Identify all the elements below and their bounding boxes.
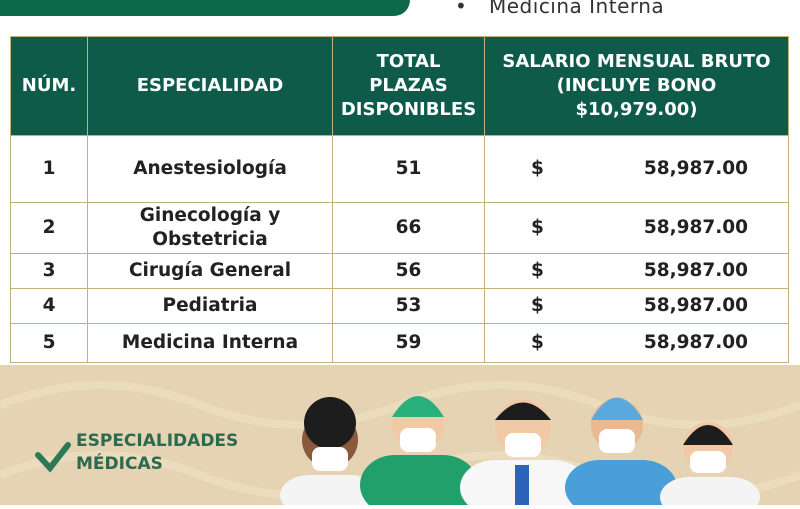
salary: $58,987.00: [485, 157, 788, 181]
cell: 59: [332, 323, 485, 363]
currency: $: [531, 260, 544, 281]
cell: 2: [10, 202, 88, 254]
header-text: PLAZAS: [369, 75, 448, 96]
amount: 58,987.00: [643, 260, 748, 281]
cell-text: 2: [42, 217, 56, 238]
amount: 58,987.00: [643, 332, 748, 353]
cell: 53: [332, 288, 485, 324]
salary: $58,987.00: [485, 216, 788, 240]
cell: 1: [10, 135, 88, 203]
label-line: ESPECIALIDADES: [76, 431, 239, 451]
header-text: $10,979.00): [575, 99, 698, 120]
doctors: [280, 396, 760, 509]
header-cell: TOTAL PLAZAS DISPONIBLES: [332, 36, 485, 136]
amount: 58,987.00: [643, 158, 748, 179]
cell-text: 51: [395, 158, 422, 179]
cell-text: Pediatria: [162, 295, 258, 316]
salary: $58,987.00: [485, 259, 788, 283]
cell-text: 5: [42, 332, 56, 353]
cell: Medicina Interna: [87, 323, 333, 363]
table-row: 2 Ginecología y Obstetricia 66 $58,987.00: [10, 202, 789, 254]
top-bar: [0, 0, 410, 16]
banner-label: ESPECIALIDADES MÉDICAS: [76, 430, 238, 476]
header-text: (INCLUYE BONO: [556, 75, 717, 96]
illustration: [0, 381, 800, 509]
check-icon: [35, 442, 71, 473]
header-text: ESPECIALIDAD: [136, 75, 284, 96]
currency: $: [531, 295, 544, 316]
table-row: 4 Pediatria 53 $58,987.00: [10, 288, 789, 324]
currency: $: [531, 217, 544, 238]
banner: [0, 365, 800, 509]
cell: Anestesiología: [87, 135, 333, 203]
amount: 58,987.00: [643, 217, 748, 238]
cell: 56: [332, 253, 485, 289]
label-line: MÉDICAS: [76, 454, 163, 474]
cell-text: Ginecología y Obstetricia: [139, 205, 281, 250]
cell-text: 66: [395, 217, 422, 238]
cell-text: Cirugía General: [128, 260, 292, 281]
salary-cell: $58,987.00: [484, 288, 789, 324]
cell-text: Anestesiología: [133, 158, 287, 179]
table-row: 3 Cirugía General 56 $58,987.00: [10, 253, 789, 289]
cell: 66: [332, 202, 485, 254]
header-row: NÚM. ESPECIALIDAD TOTAL PLAZAS DISPONIBLES SA…: [10, 36, 789, 136]
bullet-item: • Medicina Interna: [455, 0, 664, 18]
header-cell: NÚM.: [10, 36, 88, 136]
amount: 58,987.00: [643, 295, 748, 316]
header-text: NÚM.: [21, 75, 77, 96]
salary-cell: $58,987.00: [484, 135, 789, 203]
cell-text: 56: [395, 260, 422, 281]
header-text: SALARIO MENSUAL BRUTO: [502, 51, 771, 72]
table: NÚM. ESPECIALIDAD TOTAL PLAZAS DISPONIBLES SA…: [10, 36, 789, 363]
cell: Pediatria: [87, 288, 333, 324]
table-row: 1 Anestesiología 51 $58,987.00: [10, 135, 789, 203]
header-text: DISPONIBLES: [340, 99, 477, 120]
header-cell: SALARIO MENSUAL BRUTO (INCLUYE BONO $10,97…: [484, 36, 789, 136]
cell-text: 4: [42, 295, 56, 316]
cell: 51: [332, 135, 485, 203]
cell-text: 3: [42, 260, 56, 281]
salary: $58,987.00: [485, 331, 788, 355]
cell: 4: [10, 288, 88, 324]
salary-cell: $58,987.00: [484, 202, 789, 254]
cell: Ginecología y Obstetricia: [87, 202, 333, 254]
header-cell: ESPECIALIDAD: [87, 36, 333, 136]
salary: $58,987.00: [485, 294, 788, 318]
salary-cell: $58,987.00: [484, 253, 789, 289]
cell-text: 53: [395, 295, 422, 316]
currency: $: [531, 158, 544, 179]
salary-cell: $58,987.00: [484, 323, 789, 363]
table-row: 5 Medicina Interna 59 $58,987.00: [10, 323, 789, 363]
cell-text: 1: [42, 158, 56, 179]
cell-text: Medicina Interna: [121, 332, 299, 353]
cell: 5: [10, 323, 88, 363]
cell: Cirugía General: [87, 253, 333, 289]
header-text: TOTAL: [376, 51, 441, 72]
cell-text: 59: [395, 332, 422, 353]
currency: $: [531, 332, 544, 353]
bullet-text: Medicina Interna: [489, 0, 665, 18]
cell: 3: [10, 253, 88, 289]
